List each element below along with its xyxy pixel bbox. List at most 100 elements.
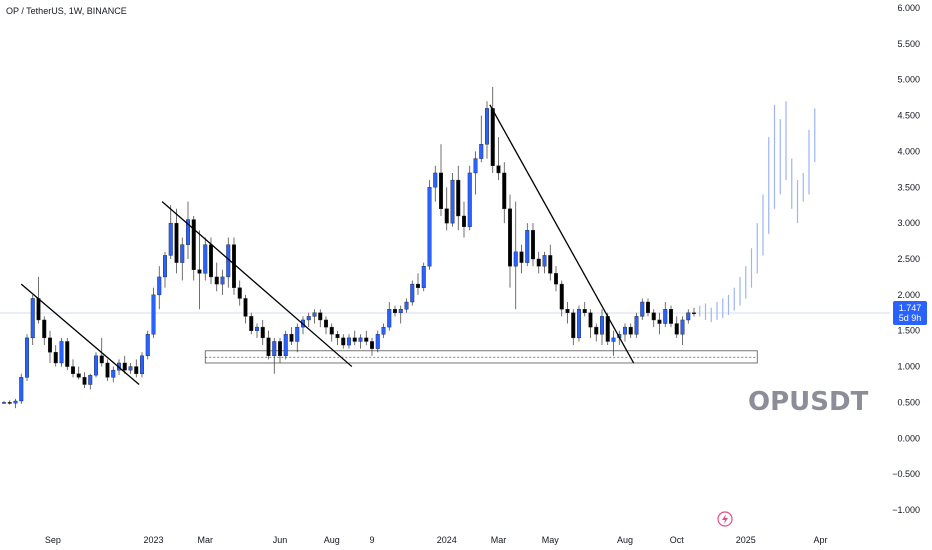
support-zone-box [204, 350, 758, 364]
candle [157, 276, 162, 296]
candle [375, 334, 380, 349]
candle [554, 273, 559, 285]
candle [76, 373, 81, 378]
candle [450, 179, 455, 224]
x-tick-label: Aug [324, 535, 340, 545]
x-tick-label: Sep [45, 535, 61, 545]
lightning-icon[interactable] [717, 511, 733, 527]
candle [657, 319, 662, 324]
candle [185, 219, 190, 245]
candle [122, 362, 127, 371]
candles [2, 86, 697, 409]
candle [278, 341, 283, 357]
y-tick-label: 5.500 [897, 39, 920, 49]
candle [364, 337, 369, 342]
candle [111, 369, 116, 378]
candle [347, 337, 352, 346]
x-tick-label: 2023 [143, 535, 163, 545]
candle [162, 255, 167, 278]
candle [214, 276, 219, 285]
x-tick-label: Aug [617, 535, 633, 545]
y-tick-label: 1.000 [897, 362, 920, 372]
trendline [489, 104, 635, 364]
candle [646, 301, 651, 313]
candle [145, 334, 150, 357]
candle [318, 312, 323, 321]
y-tick-label: 0.500 [897, 397, 920, 407]
candle [467, 172, 472, 227]
candle [180, 244, 185, 263]
candle [577, 309, 582, 339]
y-tick-label: 2.000 [897, 290, 920, 300]
candle [30, 298, 35, 339]
candle [243, 298, 248, 317]
candle [306, 316, 311, 321]
candle [634, 316, 639, 335]
candle [640, 301, 645, 317]
trendline [161, 201, 353, 368]
candle [260, 326, 265, 339]
y-tick-label: 4.000 [897, 146, 920, 156]
candle [479, 144, 484, 159]
candle [208, 244, 213, 278]
candle [421, 265, 426, 288]
candle [99, 355, 104, 364]
y-tick-label: 0.000 [897, 433, 920, 443]
candle [594, 326, 599, 335]
candle [605, 316, 610, 342]
candle [134, 366, 139, 374]
candle [674, 323, 679, 335]
candle [439, 172, 444, 209]
candle [231, 244, 236, 288]
price-tag: 1.747 5d 9h [893, 301, 927, 326]
candle [559, 283, 564, 310]
x-tick-label: Jun [273, 535, 288, 545]
candle [686, 312, 691, 321]
candle [680, 319, 685, 335]
y-tick-label: 2.500 [897, 254, 920, 264]
y-tick-label: 1.500 [897, 326, 920, 336]
candle [525, 230, 530, 263]
candle [628, 326, 633, 335]
y-tick-label: −1.000 [892, 505, 920, 515]
candle [254, 326, 259, 331]
candle [324, 319, 329, 328]
candle [25, 337, 30, 378]
x-tick-label: Oct [670, 535, 685, 545]
candle [387, 309, 392, 328]
candle [513, 251, 518, 267]
x-tick-label: May [542, 535, 560, 545]
candle [692, 312, 697, 314]
y-tick-label: 4.500 [897, 111, 920, 121]
candle [473, 158, 478, 174]
candle [2, 402, 6, 404]
candle [444, 208, 449, 224]
candle [588, 312, 593, 328]
candle [53, 352, 58, 364]
candle [105, 362, 110, 378]
price-tag-box [893, 301, 927, 326]
x-axis[interactable]: Sep 2023 Mar Jun Aug 9 2024 Mar May Aug Oct 2025 Apr [45, 535, 828, 545]
candle [669, 309, 674, 324]
candle [496, 165, 501, 174]
candle [485, 108, 490, 145]
candle [65, 341, 70, 367]
candle [48, 337, 53, 353]
x-tick-label: Mar [491, 535, 507, 545]
symbol-watermark: OPUSDT [748, 387, 869, 417]
y-axis[interactable]: 6.000 5.500 5.000 4.500 4.000 3.500 3.000 2.500… [892, 3, 920, 515]
candle [410, 283, 415, 303]
y-tick-label: 3.000 [897, 218, 920, 228]
candle [139, 355, 144, 374]
candle [312, 312, 317, 317]
candle [542, 255, 547, 267]
candle [548, 255, 553, 274]
candle [341, 337, 346, 346]
candle [42, 319, 47, 339]
candle [663, 309, 668, 324]
candle [404, 301, 409, 310]
candle [398, 309, 403, 313]
candle [128, 366, 133, 371]
x-tick-label: 2025 [736, 535, 756, 545]
